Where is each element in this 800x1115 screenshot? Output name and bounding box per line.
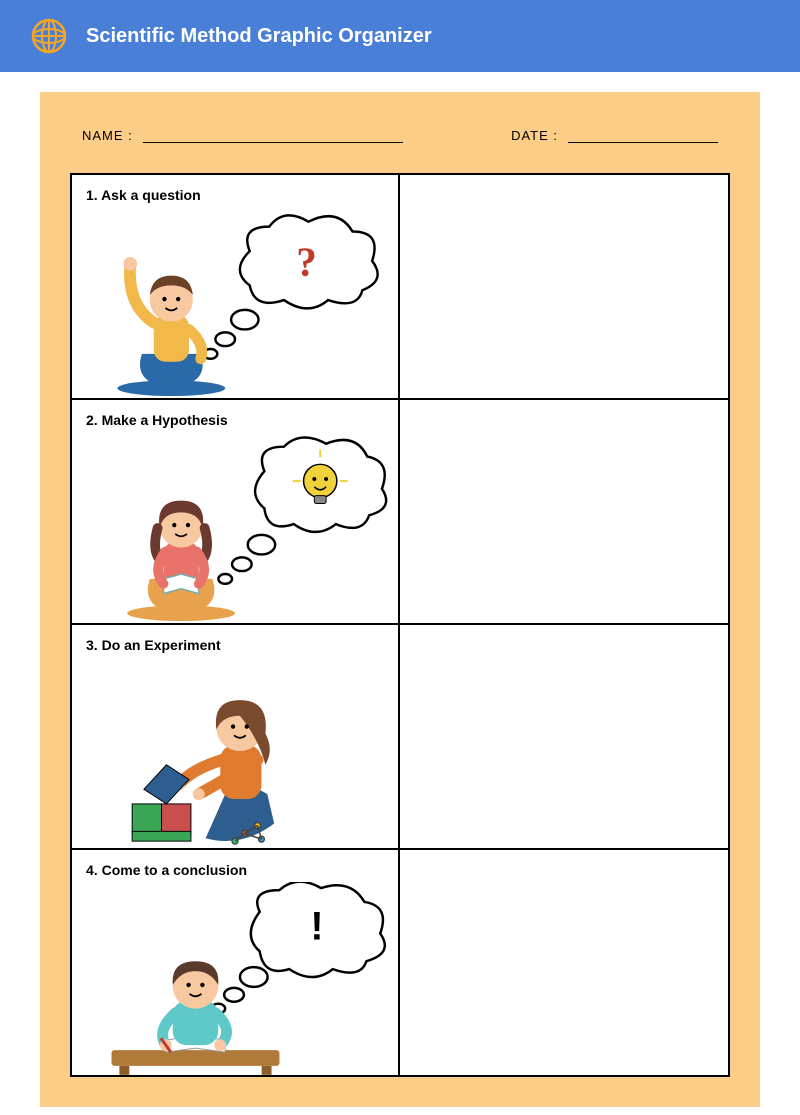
- globe-icon: [30, 17, 68, 55]
- answer-cell[interactable]: [400, 625, 728, 848]
- page-title: Scientific Method Graphic Organizer: [86, 25, 432, 48]
- name-label: NAME :: [82, 128, 133, 143]
- illustration-hypothesis-icon: [72, 432, 398, 623]
- step-label: 3. Do an Experiment: [86, 637, 384, 653]
- answer-cell[interactable]: [400, 850, 728, 1075]
- answer-cell[interactable]: [400, 400, 728, 623]
- svg-text:!: !: [310, 904, 323, 948]
- grid-row: 4. Come to a conclusion !: [72, 850, 728, 1075]
- form-fields: NAME : DATE :: [82, 128, 718, 143]
- answer-cell[interactable]: [400, 175, 728, 398]
- date-field-group: DATE :: [511, 128, 718, 143]
- page-body: NAME : DATE : 1. Ask a question: [0, 72, 800, 1107]
- name-input-line[interactable]: [143, 129, 403, 143]
- grid-row: 2. Make a Hypothesis: [72, 400, 728, 625]
- step-label: 2. Make a Hypothesis: [86, 412, 384, 428]
- grid-row: 3. Do an Experiment: [72, 625, 728, 850]
- step-label: 4. Come to a conclusion: [86, 862, 384, 878]
- step-cell: 4. Come to a conclusion !: [72, 850, 400, 1075]
- worksheet-grid: 1. Ask a question ?: [70, 173, 730, 1077]
- step-cell: 3. Do an Experiment: [72, 625, 400, 848]
- page-header: Scientific Method Graphic Organizer: [0, 0, 800, 72]
- name-field-group: NAME :: [82, 128, 403, 143]
- illustration-experiment-icon: [72, 657, 398, 848]
- illustration-ask-icon: ?: [72, 207, 398, 398]
- step-label: 1. Ask a question: [86, 187, 384, 203]
- date-input-line[interactable]: [568, 129, 718, 143]
- grid-row: 1. Ask a question ?: [72, 175, 728, 400]
- date-label: DATE :: [511, 128, 558, 143]
- step-cell: 1. Ask a question ?: [72, 175, 400, 398]
- step-cell: 2. Make a Hypothesis: [72, 400, 400, 623]
- svg-text:?: ?: [296, 239, 317, 285]
- illustration-conclusion-icon: !: [72, 882, 398, 1075]
- worksheet-page: NAME : DATE : 1. Ask a question: [40, 92, 760, 1107]
